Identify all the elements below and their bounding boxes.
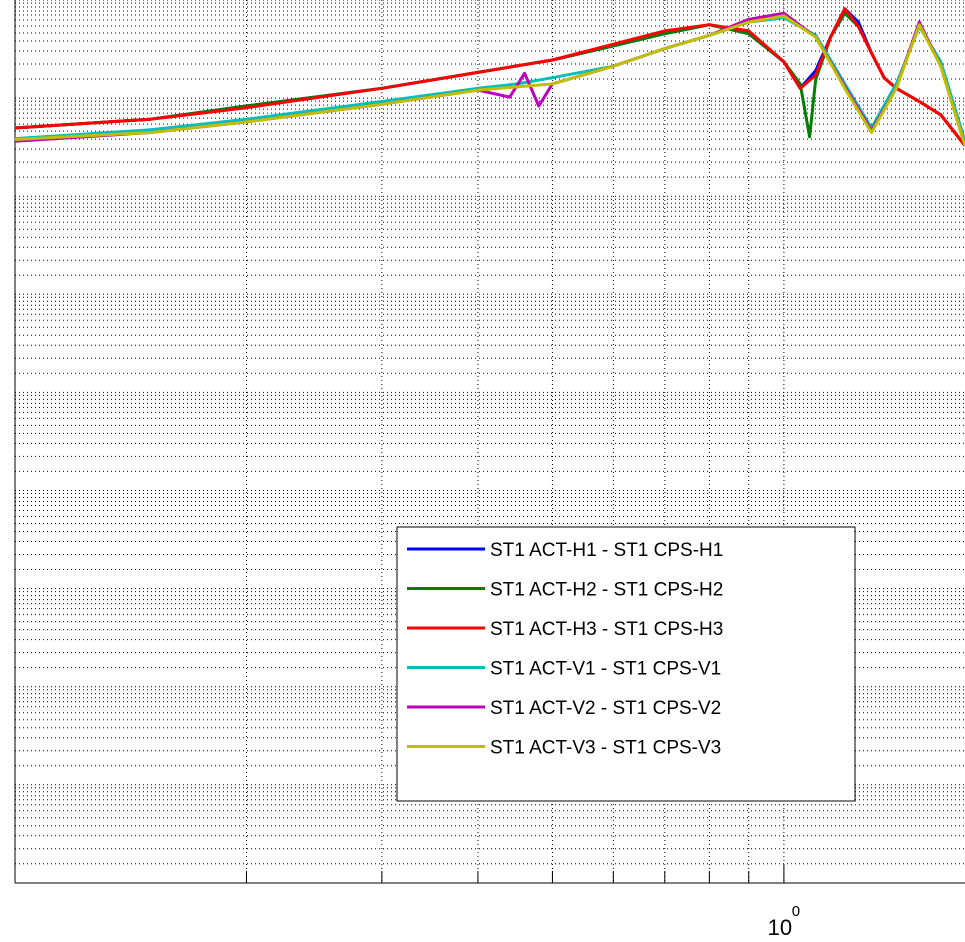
legend-box [396, 526, 856, 802]
legend-label-1: ST1 ACT-H1 - ST1 CPS-H1 [490, 540, 723, 561]
x-axis [14, 0, 965, 884]
series-line-1 [14, 7, 965, 147]
legend-label-5: ST1 ACT-V2 - ST1 CPS-V2 [490, 698, 721, 719]
legend: ST1 ACT-H1 - ST1 CPS-H1 ST1 ACT-H2 - ST1 … [396, 526, 856, 802]
x-tick-label-exponent: 0 [792, 903, 800, 920]
x-tick-labels: 100 [768, 903, 800, 940]
series-line-5 [14, 11, 965, 147]
series-line-3 [14, 7, 965, 147]
series-line-2 [14, 11, 965, 147]
series-lines [14, 7, 965, 147]
series-line-4 [14, 16, 965, 142]
x-tick-label-base: 10 [768, 915, 792, 940]
legend-label-3: ST1 ACT-H3 - ST1 CPS-H3 [490, 619, 723, 640]
series-line-6 [14, 14, 965, 147]
legend-label-4: ST1 ACT-V1 - ST1 CPS-V1 [490, 659, 721, 680]
legend-label-2: ST1 ACT-H2 - ST1 CPS-H2 [490, 580, 723, 601]
legend-label-6: ST1 ACT-V3 - ST1 CPS-V3 [490, 738, 721, 759]
